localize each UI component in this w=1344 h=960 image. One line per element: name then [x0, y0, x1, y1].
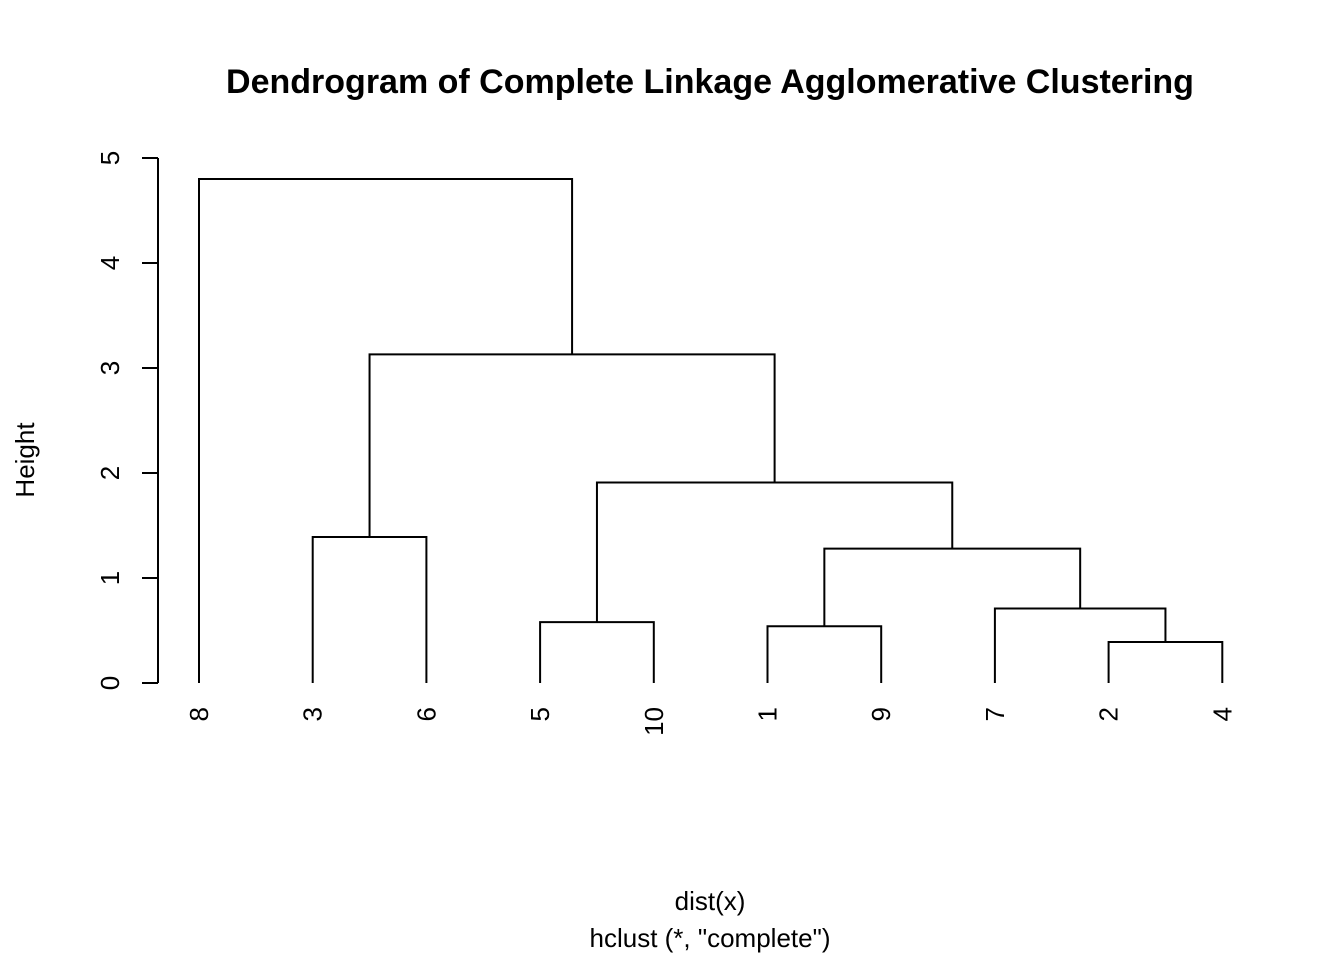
merge-branch-m2	[766, 625, 883, 683]
leaf-label: 5	[525, 707, 555, 721]
merge-branch-m4	[993, 607, 1167, 683]
y-tick-label: 0	[95, 676, 125, 690]
y-tick-label: 3	[95, 361, 125, 375]
chart-title: Dendrogram of Complete Linkage Agglomera…	[226, 63, 1194, 101]
y-tick-label: 5	[95, 151, 125, 165]
merge-branch-m1	[1107, 641, 1224, 683]
leaf-label: 3	[298, 707, 328, 721]
leaf-label: 7	[980, 707, 1010, 721]
leaf-label: 10	[639, 707, 669, 736]
merge-branch-m8	[368, 353, 776, 538]
dendrogram-branches	[198, 178, 1224, 683]
merge-branch-m6	[311, 536, 428, 683]
merge-branch-m9	[198, 178, 574, 683]
merge-branch-m5	[823, 547, 1082, 627]
merge-branch-m7	[595, 481, 954, 623]
leaf-label: 9	[866, 707, 896, 721]
leaf-label: 4	[1207, 707, 1237, 721]
leaf-label: 8	[184, 707, 214, 721]
y-tick-label: 1	[95, 571, 125, 585]
x-axis-label: dist(x)	[675, 886, 746, 916]
y-axis-label: Height	[10, 422, 40, 498]
y-tick-label: 2	[95, 466, 125, 480]
merge-branch-m3	[539, 621, 655, 683]
y-axis: 0 1 2 3 4 5	[95, 151, 159, 690]
leaf-label: 1	[753, 707, 783, 721]
leaf-label: 2	[1094, 707, 1124, 721]
chart-subtitle: hclust (*, "complete")	[590, 923, 831, 953]
leaf-label: 6	[411, 707, 441, 721]
leaf-labels: 8 3 6 5 10 1 9 7 2 4	[184, 707, 1237, 736]
y-tick-label: 4	[95, 256, 125, 270]
